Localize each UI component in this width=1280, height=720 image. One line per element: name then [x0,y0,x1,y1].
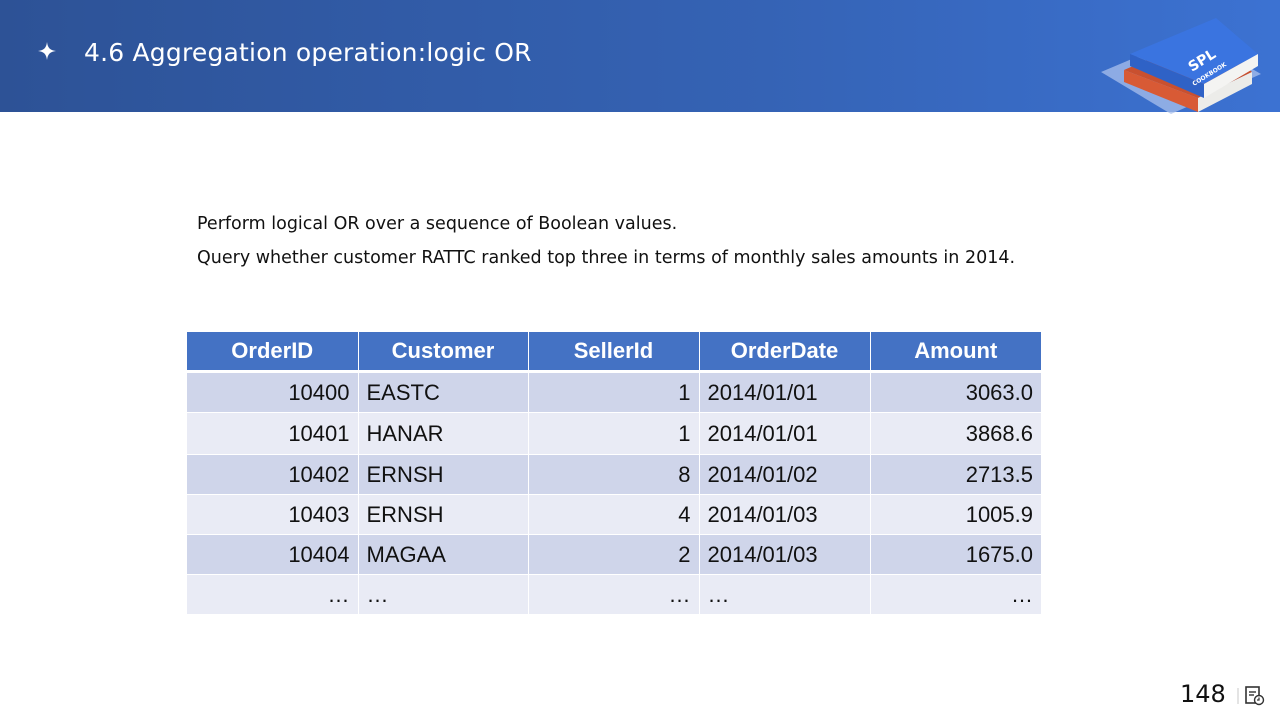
column-header-orderid: OrderID [187,332,359,373]
cell-customer: ERNSH [358,454,529,495]
cell-amount: 3063.0 [870,371,1041,413]
column-header-orderdate: OrderDate [699,332,871,373]
cell-orderid: 10401 [187,412,359,455]
cell-customer: MAGAA [358,534,529,575]
slide-title: 4.6 Aggregation operation:logic OR [84,38,532,67]
cell-sellerid: 4 [528,494,700,535]
cell-amount: 2713.5 [870,454,1041,495]
cell-amount: … [870,574,1041,615]
slide-header: 4.6 Aggregation operation:logic OR SPL C… [0,0,1280,114]
cell-orderid: 10403 [187,494,359,535]
table-header-row: OrderID Customer SellerId OrderDate Amou… [187,332,1041,373]
cell-orderid: 10404 [187,534,359,575]
cell-orderdate: 2014/01/03 [699,494,871,535]
orders-table: OrderID Customer SellerId OrderDate Amou… [187,332,1041,615]
description-line-1: Perform logical OR over a sequence of Bo… [197,214,678,234]
cell-sellerid: 2 [528,534,700,575]
table-row: 10401 HANAR 1 2014/01/01 3868.6 [187,412,1041,455]
slide-notes-icon[interactable] [1237,684,1269,708]
cell-customer: ERNSH [358,494,529,535]
table-row: 10404 MAGAA 2 2014/01/03 1675.0 [187,534,1041,575]
cell-orderid: … [187,574,359,615]
cell-amount: 1675.0 [870,534,1041,575]
cell-orderdate: 2014/01/01 [699,371,871,413]
cell-orderid: 10402 [187,454,359,495]
cell-customer: HANAR [358,412,529,455]
description: Perform logical OR over a sequence of Bo… [197,210,1015,278]
cell-orderdate: … [699,574,871,615]
cell-orderdate: 2014/01/02 [699,454,871,495]
description-line-2: Query whether customer RATTC ranked top … [197,248,1016,268]
sparkle-star-icon [38,42,56,60]
table-row: 10403 ERNSH 4 2014/01/03 1005.9 [187,494,1041,535]
cell-sellerid: 1 [528,371,700,413]
cell-customer: … [358,574,529,615]
table-row-ellipsis: … … … … … [187,574,1041,615]
cell-amount: 1005.9 [870,494,1041,535]
cell-customer: EASTC [358,371,529,413]
page-number: 148 [1180,680,1226,708]
book-stack-logo: SPL COOKBOOK [1101,18,1261,114]
column-header-customer: Customer [358,332,529,373]
table-row: 10400 EASTC 1 2014/01/01 3063.0 [187,371,1041,413]
cell-orderid: 10400 [187,371,359,413]
cell-sellerid: 8 [528,454,700,495]
column-header-amount: Amount [870,332,1041,373]
table-row: 10402 ERNSH 8 2014/01/02 2713.5 [187,454,1041,495]
cell-amount: 3868.6 [870,412,1041,455]
cell-sellerid: … [528,574,700,615]
cell-orderdate: 2014/01/03 [699,534,871,575]
column-header-sellerid: SellerId [528,332,700,373]
cell-orderdate: 2014/01/01 [699,412,871,455]
cell-sellerid: 1 [528,412,700,455]
